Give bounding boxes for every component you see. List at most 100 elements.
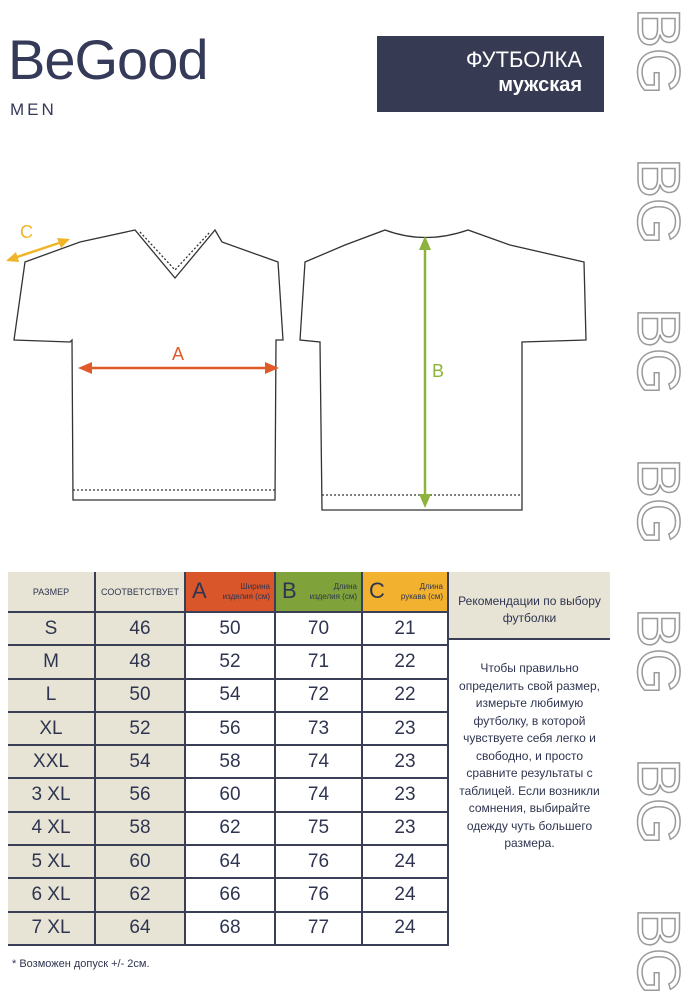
table-cell: 64 bbox=[95, 911, 186, 946]
table-cell: 60 bbox=[185, 778, 276, 813]
table-cell: 21 bbox=[362, 612, 449, 647]
watermark-text: BG bbox=[628, 7, 684, 95]
table-row: M 48 52 71 22 bbox=[8, 645, 449, 680]
header-b-line2: изделия (см) bbox=[309, 591, 357, 601]
watermark-text: BG bbox=[628, 607, 684, 695]
table-cell: 50 bbox=[185, 612, 276, 647]
header-a-line1: Ширина bbox=[240, 581, 270, 591]
brand-sub: MEN bbox=[10, 100, 57, 119]
table-row: 7 XL 64 68 77 24 bbox=[8, 911, 449, 946]
size-table: РАЗМЕР СООТВЕТСТВУЕТ A Ширина изделия (см)… bbox=[8, 572, 449, 946]
label-a: A bbox=[172, 344, 184, 364]
table-cell: 64 bbox=[185, 845, 276, 880]
table-cell: 50 bbox=[95, 678, 186, 713]
brand-logo: BeGood bbox=[8, 28, 208, 91]
arrow-c bbox=[6, 238, 70, 262]
watermark-text: BG bbox=[628, 907, 684, 995]
table-row: 6 XL 62 66 76 24 bbox=[8, 878, 449, 913]
arrow-b bbox=[419, 236, 431, 508]
arrow-a bbox=[78, 362, 279, 374]
table-cell: 4 XL bbox=[8, 811, 96, 847]
table-cell: 56 bbox=[95, 778, 186, 813]
header-c-line1: Длина bbox=[419, 581, 443, 591]
tshirt-diagram: A B C bbox=[6, 222, 587, 511]
header-b-line1: Длина bbox=[333, 581, 357, 591]
table-cell: 52 bbox=[185, 645, 276, 680]
watermark-text: BG bbox=[628, 157, 684, 245]
recommendations-text: Чтобы правильно определить свой размер, … bbox=[459, 661, 600, 850]
table-cell: 46 bbox=[95, 612, 186, 647]
table-cell: 54 bbox=[95, 745, 186, 780]
table-cell: 77 bbox=[275, 911, 363, 946]
footnote: * Возможен допуск +/- 2см. bbox=[12, 958, 150, 970]
table-row: 5 XL 60 64 76 24 bbox=[8, 845, 449, 880]
table-row: L 50 54 72 22 bbox=[8, 678, 449, 713]
table-cell: 58 bbox=[185, 745, 276, 780]
table-cell: 24 bbox=[362, 911, 449, 946]
table-cell: 23 bbox=[362, 811, 449, 847]
table-cell: 5 XL bbox=[8, 845, 96, 880]
label-c: C bbox=[20, 222, 33, 242]
table-cell: 62 bbox=[95, 878, 186, 913]
table-cell: S bbox=[8, 612, 96, 647]
table-row: S 46 50 70 21 bbox=[8, 612, 449, 647]
table-cell: 6 XL bbox=[8, 878, 96, 913]
title-line1: ФУТБОЛКА bbox=[465, 47, 582, 72]
table-cell: 58 bbox=[95, 811, 186, 847]
table-row: 3 XL 56 60 74 23 bbox=[8, 778, 449, 813]
table-cell: XXL bbox=[8, 745, 96, 780]
table-cell: 22 bbox=[362, 678, 449, 713]
header-a: A Ширина изделия (см) bbox=[185, 572, 276, 613]
table-cell: L bbox=[8, 678, 96, 713]
table-row: 4 XL 58 62 75 23 bbox=[8, 811, 449, 847]
table-cell: 74 bbox=[275, 745, 363, 780]
table-cell: 71 bbox=[275, 645, 363, 680]
header-c-line2: рукава (см) bbox=[400, 591, 443, 601]
table-cell: 24 bbox=[362, 845, 449, 880]
table-cell: M bbox=[8, 645, 96, 680]
header-c: C Длина рукава (см) bbox=[362, 572, 449, 613]
table-cell: 52 bbox=[95, 711, 186, 747]
table-row: XL 52 56 73 23 bbox=[8, 711, 449, 747]
watermark-text: BG bbox=[628, 307, 684, 395]
header-b: B Длина изделия (см) bbox=[275, 572, 363, 613]
product-title: ФУТБОЛКА мужская bbox=[377, 36, 604, 112]
watermark-text: BG bbox=[628, 757, 684, 845]
table-cell: 24 bbox=[362, 878, 449, 913]
header-b-letter: B bbox=[282, 578, 297, 603]
table-cell: XL bbox=[8, 711, 96, 747]
table-cell: 3 XL bbox=[8, 778, 96, 813]
table-cell: 62 bbox=[185, 811, 276, 847]
header-a-line2: изделия (см) bbox=[222, 591, 270, 601]
header-corresponds: СООТВЕТСТВУЕТ bbox=[95, 572, 186, 613]
table-cell: 23 bbox=[362, 778, 449, 813]
table-cell: 75 bbox=[275, 811, 363, 847]
table-cell: 23 bbox=[362, 711, 449, 747]
table-cell: 54 bbox=[185, 678, 276, 713]
front-shirt bbox=[13, 228, 284, 501]
table-cell: 76 bbox=[275, 845, 363, 880]
table-cell: 72 bbox=[275, 678, 363, 713]
recommendations-title: Рекомендации по выбору футболки bbox=[449, 572, 610, 640]
table-cell: 73 bbox=[275, 711, 363, 747]
header-a-letter: A bbox=[192, 578, 207, 603]
header-size: РАЗМЕР bbox=[8, 572, 96, 613]
table-cell: 56 bbox=[185, 711, 276, 747]
table-cell: 22 bbox=[362, 645, 449, 680]
table-cell: 23 bbox=[362, 745, 449, 780]
header-c-letter: C bbox=[369, 578, 385, 603]
table-cell: 76 bbox=[275, 878, 363, 913]
watermark: BG BG BG BG BG BG BG bbox=[628, 0, 684, 1000]
table-cell: 74 bbox=[275, 778, 363, 813]
table-cell: 48 bbox=[95, 645, 186, 680]
table-cell: 66 bbox=[185, 878, 276, 913]
watermark-text: BG bbox=[628, 457, 684, 545]
table-row: XXL 54 58 74 23 bbox=[8, 745, 449, 780]
table-cell: 68 bbox=[185, 911, 276, 946]
table-cell: 60 bbox=[95, 845, 186, 880]
table-cell: 7 XL bbox=[8, 911, 96, 946]
label-b: B bbox=[432, 361, 444, 381]
recommendations: Рекомендации по выбору футболки Чтобы пр… bbox=[449, 572, 610, 945]
table-cell: 70 bbox=[275, 612, 363, 647]
title-line2: мужская bbox=[498, 74, 582, 96]
